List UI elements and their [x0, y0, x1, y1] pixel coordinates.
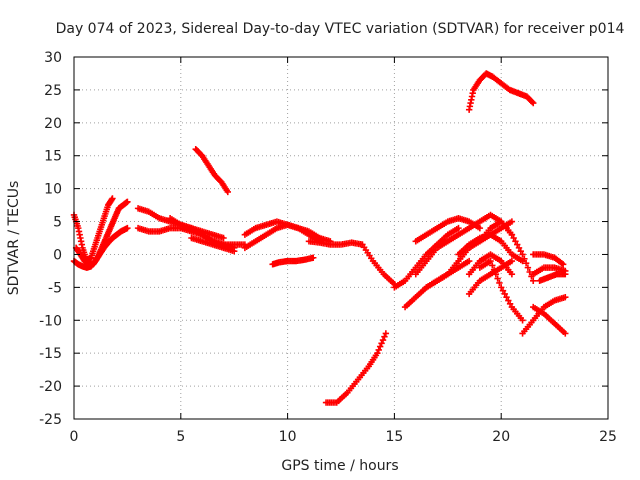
plot-frame [74, 57, 608, 419]
y-tick-label: 20 [44, 116, 62, 132]
chart-root: Day 074 of 2023, Sidereal Day-to-day VTE… [0, 0, 640, 480]
y-tick-label: 0 [53, 247, 62, 263]
series-arc-30 [536, 271, 568, 284]
data-point [377, 343, 383, 349]
data-point [380, 337, 386, 343]
chart-title: Day 074 of 2023, Sidereal Day-to-day VTE… [56, 21, 625, 37]
series-arc-12 [306, 238, 366, 248]
sdtvar-chart: Day 074 of 2023, Sidereal Day-to-day VTE… [0, 0, 640, 480]
data-point [378, 340, 384, 346]
y-tick-label: -15 [39, 346, 62, 362]
x-tick-label: 0 [70, 429, 79, 445]
series-arc-13 [359, 241, 397, 287]
y-tick-label: 10 [44, 182, 62, 198]
data-point [383, 330, 389, 336]
data-points [71, 70, 569, 405]
grid [74, 57, 608, 419]
x-tick-label: 15 [385, 429, 403, 445]
y-tick-label: -5 [48, 280, 62, 296]
x-tick-label: 25 [599, 429, 617, 445]
series-arc-08 [193, 146, 231, 195]
y-tick-label: -20 [39, 379, 62, 395]
series-arc-24 [477, 218, 537, 284]
data-point [381, 334, 387, 340]
y-tick-label: 5 [53, 215, 62, 231]
y-tick-label: 30 [44, 50, 62, 66]
x-axis-label: GPS time / hours [281, 458, 398, 474]
series-arc-25 [466, 70, 536, 113]
y-axis-label: SDTVAR / TECUs [6, 181, 22, 296]
series-arc-11 [269, 255, 316, 268]
x-tick-label: 20 [492, 429, 510, 445]
series-arc-14 [323, 330, 389, 406]
y-tick-label: -25 [39, 412, 62, 428]
x-tick-label: 10 [279, 429, 297, 445]
y-tick-label: -10 [39, 313, 62, 329]
series-arc-16 [402, 258, 472, 310]
data-point [376, 347, 382, 353]
x-tick-label: 5 [176, 429, 185, 445]
y-tick-label: 25 [44, 83, 62, 99]
y-tick-label: 15 [44, 149, 62, 165]
